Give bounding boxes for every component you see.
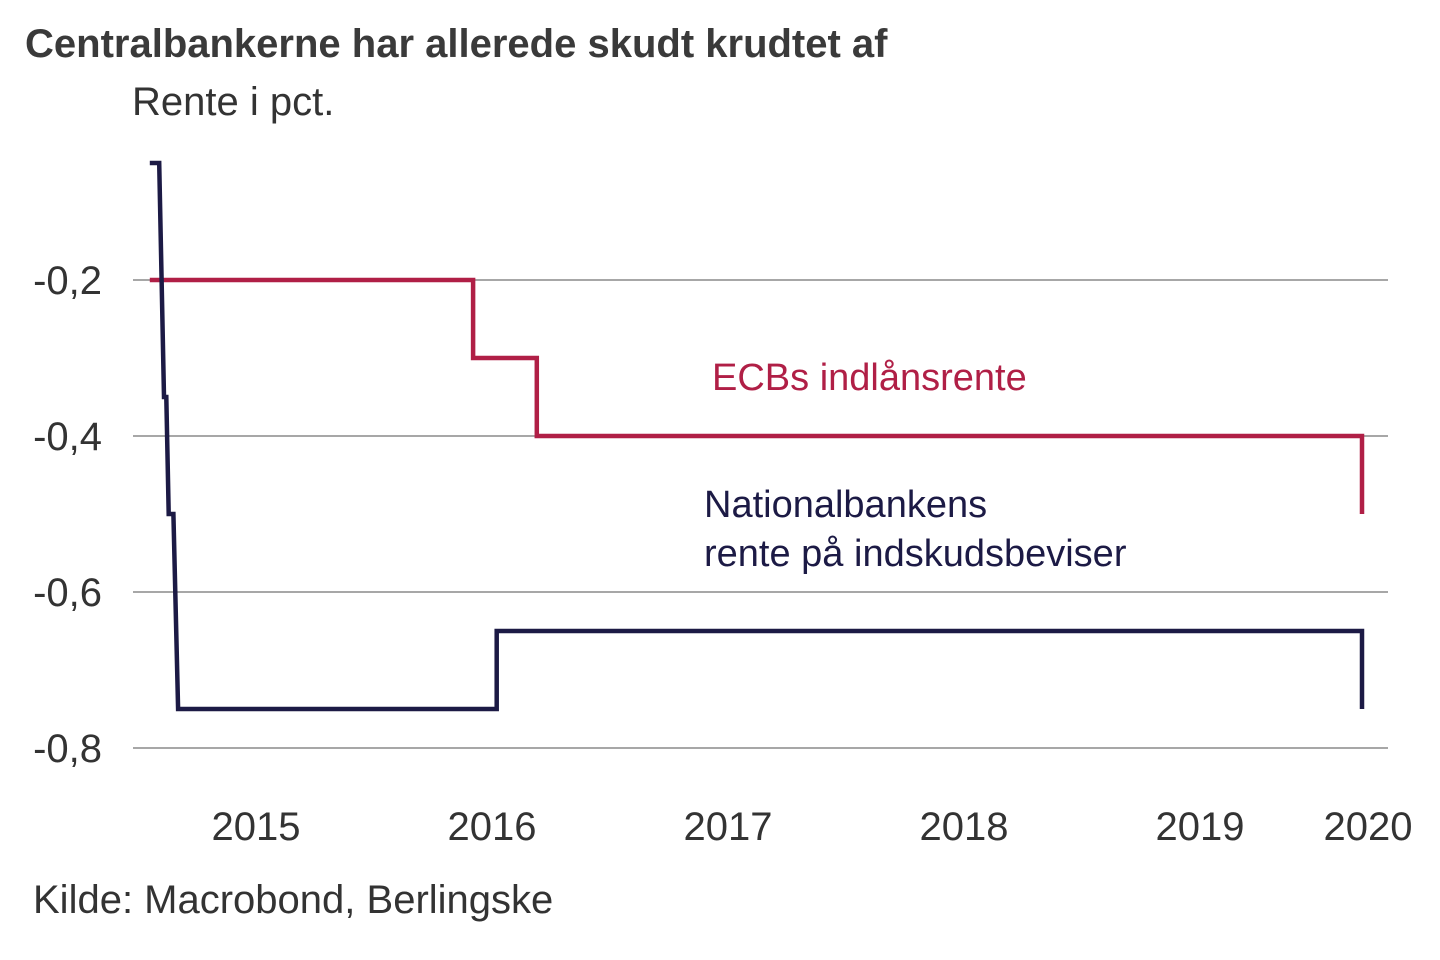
- x-tick-label: 2015: [212, 805, 301, 849]
- y-tick-label: -0,8: [33, 727, 102, 771]
- y-tick-label: -0,2: [33, 259, 102, 303]
- x-tick-label: 2017: [684, 805, 773, 849]
- y-tick-label: -0,4: [33, 415, 102, 459]
- x-tick-label: 2016: [448, 805, 537, 849]
- x-tick-label: 2020: [1324, 805, 1413, 849]
- x-tick-label: 2019: [1156, 805, 1245, 849]
- series-label-ecb: ECBs indlånsrente: [712, 357, 1027, 399]
- chart-source: Kilde: Macrobond, Berlingske: [33, 878, 554, 922]
- series-lines: [149, 160, 1365, 712]
- y-axis-tick-labels: -0,2 -0,4 -0,6 -0,8: [33, 259, 102, 771]
- chart-subtitle: Rente i pct.: [132, 80, 335, 124]
- chart-title: Centralbankerne har allerede skudt krudt…: [25, 22, 888, 66]
- x-tick-label: 2018: [920, 805, 1009, 849]
- y-tick-label: -0,6: [33, 571, 102, 615]
- x-axis-tick-labels: 2015 2016 2017 2018 2019 2020: [212, 805, 1413, 849]
- series-label-nationalbank-line1: Nationalbankens: [704, 484, 987, 526]
- series-line-ecb: [149, 277, 1365, 514]
- series-label-nationalbank-line2: rente på indskudsbeviser: [704, 533, 1127, 575]
- series-line-nationalbank: [149, 160, 1365, 712]
